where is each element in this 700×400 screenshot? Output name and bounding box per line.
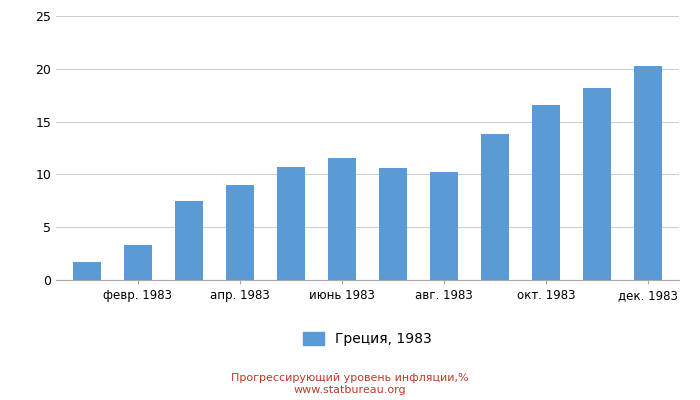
Bar — [634, 66, 662, 280]
Bar — [73, 262, 101, 280]
Bar — [175, 201, 203, 280]
Bar — [226, 185, 254, 280]
Bar — [583, 88, 611, 280]
Bar — [532, 105, 560, 280]
Legend: Греция, 1983: Греция, 1983 — [298, 326, 438, 352]
Bar — [430, 172, 458, 280]
Text: Прогрессирующий уровень инфляции,%: Прогрессирующий уровень инфляции,% — [231, 373, 469, 383]
Bar — [379, 168, 407, 280]
Text: www.statbureau.org: www.statbureau.org — [294, 385, 406, 395]
Bar — [124, 245, 152, 280]
Bar — [328, 158, 356, 280]
Bar — [481, 134, 509, 280]
Bar — [277, 167, 305, 280]
